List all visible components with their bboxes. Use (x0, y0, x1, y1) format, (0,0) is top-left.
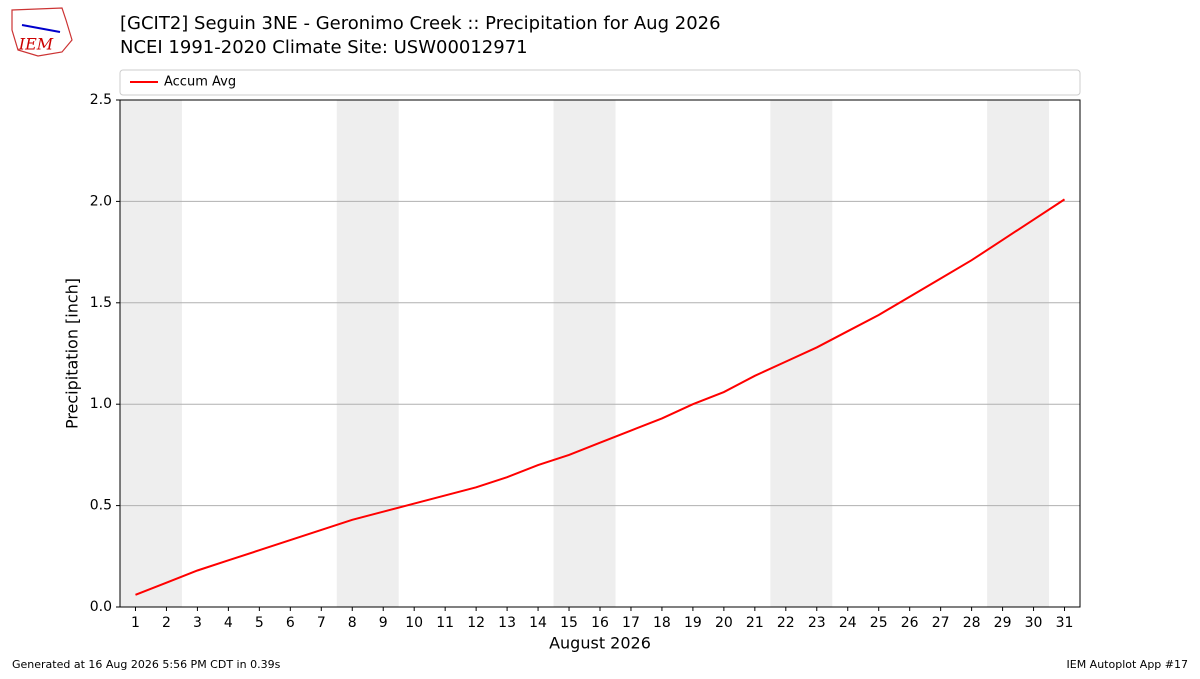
logo: IEM (11, 7, 73, 57)
x-tick-label: 20 (715, 615, 733, 631)
footer-left: Generated at 16 Aug 2026 5:56 PM CDT in … (12, 658, 281, 671)
chart-title: [GCIT2] Seguin 3NE - Geronimo Creek :: P… (120, 13, 721, 34)
x-tick-label: 29 (994, 615, 1012, 631)
x-tick-label: 27 (932, 615, 950, 631)
x-tick-label: 13 (498, 615, 516, 631)
x-tick-label: 2 (162, 615, 171, 631)
shaded-span (336, 100, 399, 607)
y-tick-label: 1.5 (90, 295, 112, 311)
data-line (135, 198, 1066, 596)
legend-box (119, 69, 1081, 96)
y-tick-label: 0.0 (90, 599, 112, 615)
y-tick-label: 0.5 (90, 498, 112, 514)
x-tick-label: 28 (963, 615, 981, 631)
shaded-span (987, 100, 1050, 607)
x-tick-label: 25 (870, 615, 888, 631)
x-tick-label: 8 (348, 615, 357, 631)
x-tick-label: 24 (839, 615, 857, 631)
x-tick-label: 12 (467, 615, 485, 631)
logo-outline (11, 7, 73, 57)
x-tick-label: 31 (1056, 615, 1074, 631)
x-axis-label: August 2026 (549, 634, 651, 653)
x-tick-label: 9 (379, 615, 388, 631)
x-tick-label: 23 (808, 615, 826, 631)
x-tick-label: 5 (255, 615, 264, 631)
plot-frame (119, 99, 1081, 608)
footer-right: IEM Autoplot App #17 (1067, 658, 1189, 671)
y-axis-label: Precipitation [inch] (63, 278, 82, 429)
x-tick-label: 22 (777, 615, 795, 631)
x-tick-label: 10 (405, 615, 423, 631)
x-tick-label: 6 (286, 615, 295, 631)
x-tick-label: 21 (746, 615, 764, 631)
logo-text: IEM (18, 35, 54, 54)
x-tick-label: 16 (591, 615, 609, 631)
legend-label: Accum Avg (164, 75, 236, 90)
x-tick-label: 3 (193, 615, 202, 631)
x-tick-label: 1 (131, 615, 140, 631)
chart-subtitle: NCEI 1991-2020 Climate Site: USW00012971 (120, 37, 528, 58)
x-tick-label: 15 (560, 615, 578, 631)
y-tick-label: 2.0 (90, 193, 112, 209)
x-tick-label: 14 (529, 615, 547, 631)
x-tick-label: 30 (1025, 615, 1043, 631)
x-tick-label: 17 (622, 615, 640, 631)
y-tick-label: 2.5 (90, 92, 112, 108)
logo-line (21, 24, 61, 33)
x-tick-label: 7 (317, 615, 326, 631)
x-tick-label: 18 (653, 615, 671, 631)
shaded-span (553, 100, 616, 607)
x-tick-label: 11 (436, 615, 454, 631)
x-tick-label: 26 (901, 615, 919, 631)
shaded-span (120, 100, 182, 607)
x-tick-label: 4 (224, 615, 233, 631)
y-tick-label: 1.0 (90, 396, 112, 412)
x-tick-label: 19 (684, 615, 702, 631)
